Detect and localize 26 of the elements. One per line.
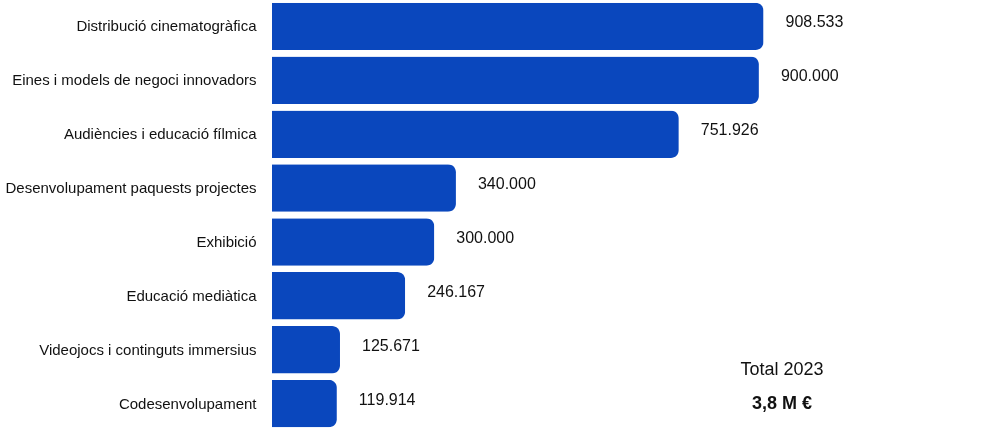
bar <box>272 56 759 104</box>
y-tick-label: Distribució cinematogràfica <box>76 17 258 35</box>
annotation: Total 2023 <box>740 359 824 379</box>
data-label: 246.167 <box>427 282 486 300</box>
bar <box>272 2 764 51</box>
y-tick-label: Educació mediàtica <box>126 286 258 304</box>
annotation: 3,8 M € <box>751 393 813 413</box>
y-tick-label: Audiències i educació fílmica <box>63 125 258 143</box>
data-label: 300.000 <box>456 228 515 246</box>
bar <box>272 164 456 212</box>
bar <box>272 218 435 266</box>
data-label: 119.914 <box>358 390 416 408</box>
data-label: 751.926 <box>700 121 759 139</box>
y-tick-label: Eines i models de negoci innovadors <box>12 71 257 89</box>
data-label: 908.533 <box>785 13 844 31</box>
y-tick-label: Videojocs i continguts immersius <box>39 340 257 358</box>
data-label: 340.000 <box>477 175 536 193</box>
bar <box>272 110 679 158</box>
y-tick-label: Exhibició <box>196 232 257 250</box>
bar <box>272 326 340 374</box>
bar <box>272 272 406 320</box>
y-tick-label: Desenvolupament paquests projectes <box>5 179 257 197</box>
data-label: 900.000 <box>780 67 839 85</box>
y-tick-label: Codesenvolupament <box>118 394 258 412</box>
bar <box>272 379 337 428</box>
data-label: 125.671 <box>361 336 420 354</box>
